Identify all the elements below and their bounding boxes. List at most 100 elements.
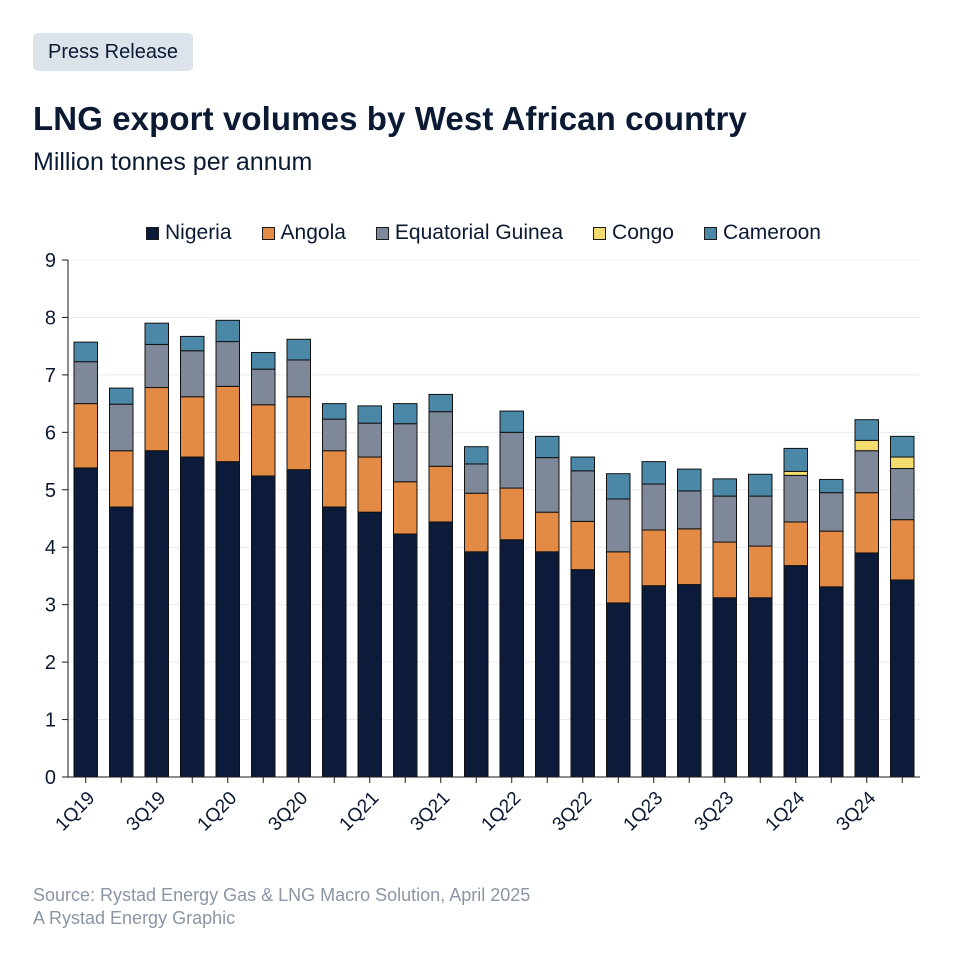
bar-segment-nigeria-1q23 (641, 585, 666, 778)
legend-label: Congo (612, 221, 674, 244)
bar-segment-nigeria-3q22 (570, 569, 595, 778)
legend-item-angola: Angola (261, 221, 346, 245)
bar-segment-cameroon-2q21 (393, 403, 418, 425)
bar-segment-angola-4q22 (606, 551, 631, 604)
bar-segment-angola-3q21 (428, 465, 453, 523)
bar-segment-equatorial-guinea-1q23 (641, 483, 666, 531)
legend-label: Cameroon (722, 221, 821, 244)
bar-segment-angola-2q24 (819, 530, 844, 588)
bar-segment-nigeria-1q22 (499, 539, 524, 778)
legend-swatch-congo (593, 226, 607, 240)
bar-segment-nigeria-2q19 (109, 506, 134, 778)
bar-segment-equatorial-guinea-1q24 (783, 474, 808, 523)
bar-segment-nigeria-3q24 (854, 552, 879, 778)
bar-segment-nigeria-2q20 (251, 475, 276, 778)
bar-segment-cameroon-3q20 (286, 338, 311, 361)
bar-segment-cameroon-1q23 (641, 461, 666, 485)
bar-segment-angola-3q20 (286, 396, 311, 471)
bar-segment-cameroon-2q19 (109, 387, 134, 405)
y-tick-label: 1 (45, 710, 56, 732)
y-tick-label: 4 (45, 537, 56, 559)
bar-segment-angola-2q21 (393, 481, 418, 535)
bar-segment-cameroon-1q21 (357, 405, 382, 424)
bar-segment-equatorial-guinea-3q19 (144, 343, 169, 389)
x-tick-label: 3Q22 (549, 788, 597, 836)
bar-segment-nigeria-1q19 (73, 467, 98, 778)
x-tick-label: 1Q22 (478, 788, 526, 836)
bar-segment-nigeria-4q21 (464, 551, 489, 778)
bar-segment-cameroon-3q22 (570, 456, 595, 472)
y-tick-label: 2 (45, 652, 56, 674)
press-release-badge: Press Release (33, 33, 194, 71)
x-tick-label: 3Q24 (833, 787, 881, 835)
legend-label: Equatorial Guinea (394, 221, 564, 244)
bar-segment-equatorial-guinea-1q22 (499, 431, 524, 489)
y-tick-label: 7 (45, 365, 56, 387)
bar-segment-cameroon-1q22 (499, 410, 524, 433)
bar-segment-equatorial-guinea-2q24 (819, 492, 844, 532)
bar-segment-equatorial-guinea-3q22 (570, 470, 595, 522)
bar-segment-cameroon-3q23 (712, 478, 737, 497)
bar-segment-cameroon-4q22 (606, 473, 631, 500)
bar-segment-angola-2q19 (109, 450, 134, 508)
credit-note: A Rystad Energy Graphic (33, 908, 236, 928)
legend-item-congo: Congo (593, 221, 674, 245)
bar-segment-angola-1q19 (73, 403, 98, 469)
bar-segment-nigeria-3q20 (286, 469, 311, 778)
bar-segment-equatorial-guinea-4q21 (464, 463, 489, 494)
bar-segment-angola-1q23 (641, 529, 666, 587)
bar-segment-equatorial-guinea-1q19 (73, 361, 98, 405)
bar-segment-equatorial-guinea-2q19 (109, 403, 134, 452)
bar-segment-equatorial-guinea-4q19 (180, 350, 205, 398)
bar-segment-cameroon-4q19 (180, 335, 205, 352)
x-tick-label: 3Q20 (265, 788, 313, 836)
bar-segment-angola-3q19 (144, 387, 169, 452)
bar-segment-equatorial-guinea-2q22 (535, 457, 560, 513)
legend-item-nigeria: Nigeria (146, 221, 232, 245)
stacked-bar-chart: 0 1 2 3 4 5 6 7 8 9 1Q19 3Q19 1Q20 3Q20 1Q21 3Q21 1Q22 3Q… (45, 250, 920, 836)
bar-segment-cameroon-2q24 (819, 478, 844, 494)
bar-segment-angola-4q19 (180, 396, 205, 458)
bar-segment-equatorial-guinea-2q20 (251, 368, 276, 406)
bar-segment-nigeria-4q22 (606, 602, 631, 778)
bar-segment-nigeria-1q24 (783, 565, 808, 778)
x-tick-label: 3Q23 (691, 788, 739, 836)
chart-legend: Nigeria Angola Equatorial Guinea Congo Camer… (146, 221, 821, 245)
legend-swatch-cameroon (703, 226, 717, 240)
bar-segment-angola-4q20 (322, 450, 347, 508)
bar-segment-angola-3q23 (712, 541, 737, 599)
bar-segment-cameroon-1q19 (73, 341, 98, 363)
chart-title: LNG export volumes by West African count… (33, 100, 747, 137)
bar-segment-nigeria-4q19 (180, 456, 205, 778)
bar-segment-angola-3q22 (570, 520, 595, 571)
x-tick-label: 3Q21 (407, 788, 455, 836)
bar-segment-equatorial-guinea-1q21 (357, 422, 382, 458)
legend-item-equatorial-guinea: Equatorial Guinea (375, 221, 564, 245)
bar-segment-equatorial-guinea-3q24 (854, 450, 879, 494)
bar-segment-equatorial-guinea-4q24 (890, 468, 915, 521)
bar-segment-angola-1q20 (215, 385, 240, 463)
bar-segment-cameroon-3q21 (428, 393, 453, 413)
bar-segment-angola-2q23 (677, 528, 702, 586)
bar-segment-nigeria-3q21 (428, 521, 453, 778)
bar-segment-angola-2q22 (535, 511, 560, 553)
chart-subtitle: Million tonnes per annum (33, 148, 313, 176)
bar-segment-equatorial-guinea-3q20 (286, 359, 311, 398)
bar-segment-congo-3q24 (854, 439, 879, 452)
bar-segment-angola-4q23 (748, 545, 773, 599)
source-note: Source: Rystad Energy Gas & LNG Macro So… (33, 885, 531, 905)
bar-segment-angola-4q24 (890, 519, 915, 581)
bar-segment-cameroon-4q24 (890, 435, 915, 458)
chart-footer: Source: Rystad Energy Gas & LNG Macro So… (33, 884, 530, 930)
bar-segment-nigeria-4q24 (890, 579, 915, 778)
bar-segment-nigeria-1q21 (357, 511, 382, 778)
legend-label: Angola (280, 221, 346, 244)
bar-segment-cameroon-3q19 (144, 322, 169, 345)
legend-swatch-nigeria (146, 226, 159, 240)
y-tick-label: 8 (45, 307, 56, 329)
bar-segment-equatorial-guinea-1q20 (215, 341, 240, 387)
bar-segment-nigeria-2q23 (677, 584, 702, 778)
bar-segment-nigeria-4q20 (322, 506, 347, 778)
y-tick-label: 6 (45, 422, 56, 444)
bar-segment-angola-2q20 (251, 404, 276, 477)
